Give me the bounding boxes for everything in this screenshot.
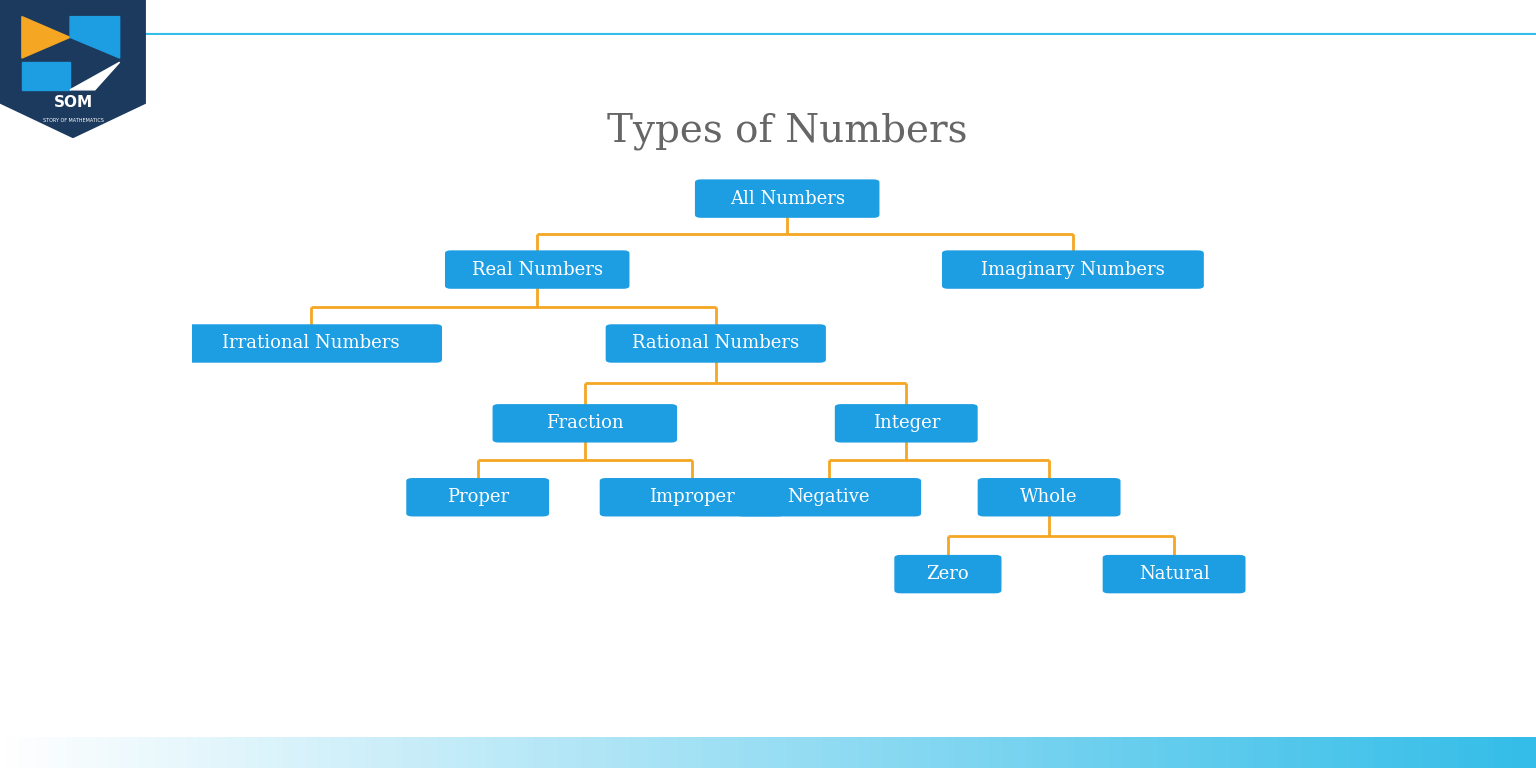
- Text: Improper: Improper: [650, 488, 734, 506]
- Text: Zero: Zero: [926, 565, 969, 583]
- FancyBboxPatch shape: [894, 555, 1001, 594]
- Polygon shape: [22, 17, 71, 58]
- Text: Fraction: Fraction: [545, 414, 624, 432]
- Text: Integer: Integer: [872, 414, 940, 432]
- FancyBboxPatch shape: [1103, 555, 1246, 594]
- Text: Proper: Proper: [447, 488, 508, 506]
- FancyBboxPatch shape: [605, 324, 826, 362]
- FancyBboxPatch shape: [694, 180, 880, 218]
- FancyBboxPatch shape: [977, 478, 1120, 516]
- Polygon shape: [71, 62, 120, 90]
- Text: All Numbers: All Numbers: [730, 190, 845, 207]
- Text: Irrational Numbers: Irrational Numbers: [223, 335, 399, 353]
- FancyBboxPatch shape: [834, 404, 977, 442]
- Text: Natural: Natural: [1138, 565, 1209, 583]
- Text: Negative: Negative: [788, 488, 869, 506]
- Text: Real Numbers: Real Numbers: [472, 260, 602, 279]
- FancyBboxPatch shape: [942, 250, 1204, 289]
- Text: Rational Numbers: Rational Numbers: [633, 335, 799, 353]
- Polygon shape: [22, 62, 71, 90]
- Text: Whole: Whole: [1020, 488, 1078, 506]
- Polygon shape: [71, 17, 120, 58]
- Text: STORY OF MATHEMATICS: STORY OF MATHEMATICS: [43, 118, 103, 123]
- FancyBboxPatch shape: [180, 324, 442, 362]
- Text: Types of Numbers: Types of Numbers: [607, 113, 968, 151]
- FancyBboxPatch shape: [445, 250, 630, 289]
- FancyBboxPatch shape: [406, 478, 550, 516]
- FancyBboxPatch shape: [599, 478, 785, 516]
- Polygon shape: [0, 0, 146, 138]
- FancyBboxPatch shape: [493, 404, 677, 442]
- Text: Imaginary Numbers: Imaginary Numbers: [982, 260, 1164, 279]
- Text: SOM: SOM: [54, 94, 92, 110]
- FancyBboxPatch shape: [737, 478, 922, 516]
